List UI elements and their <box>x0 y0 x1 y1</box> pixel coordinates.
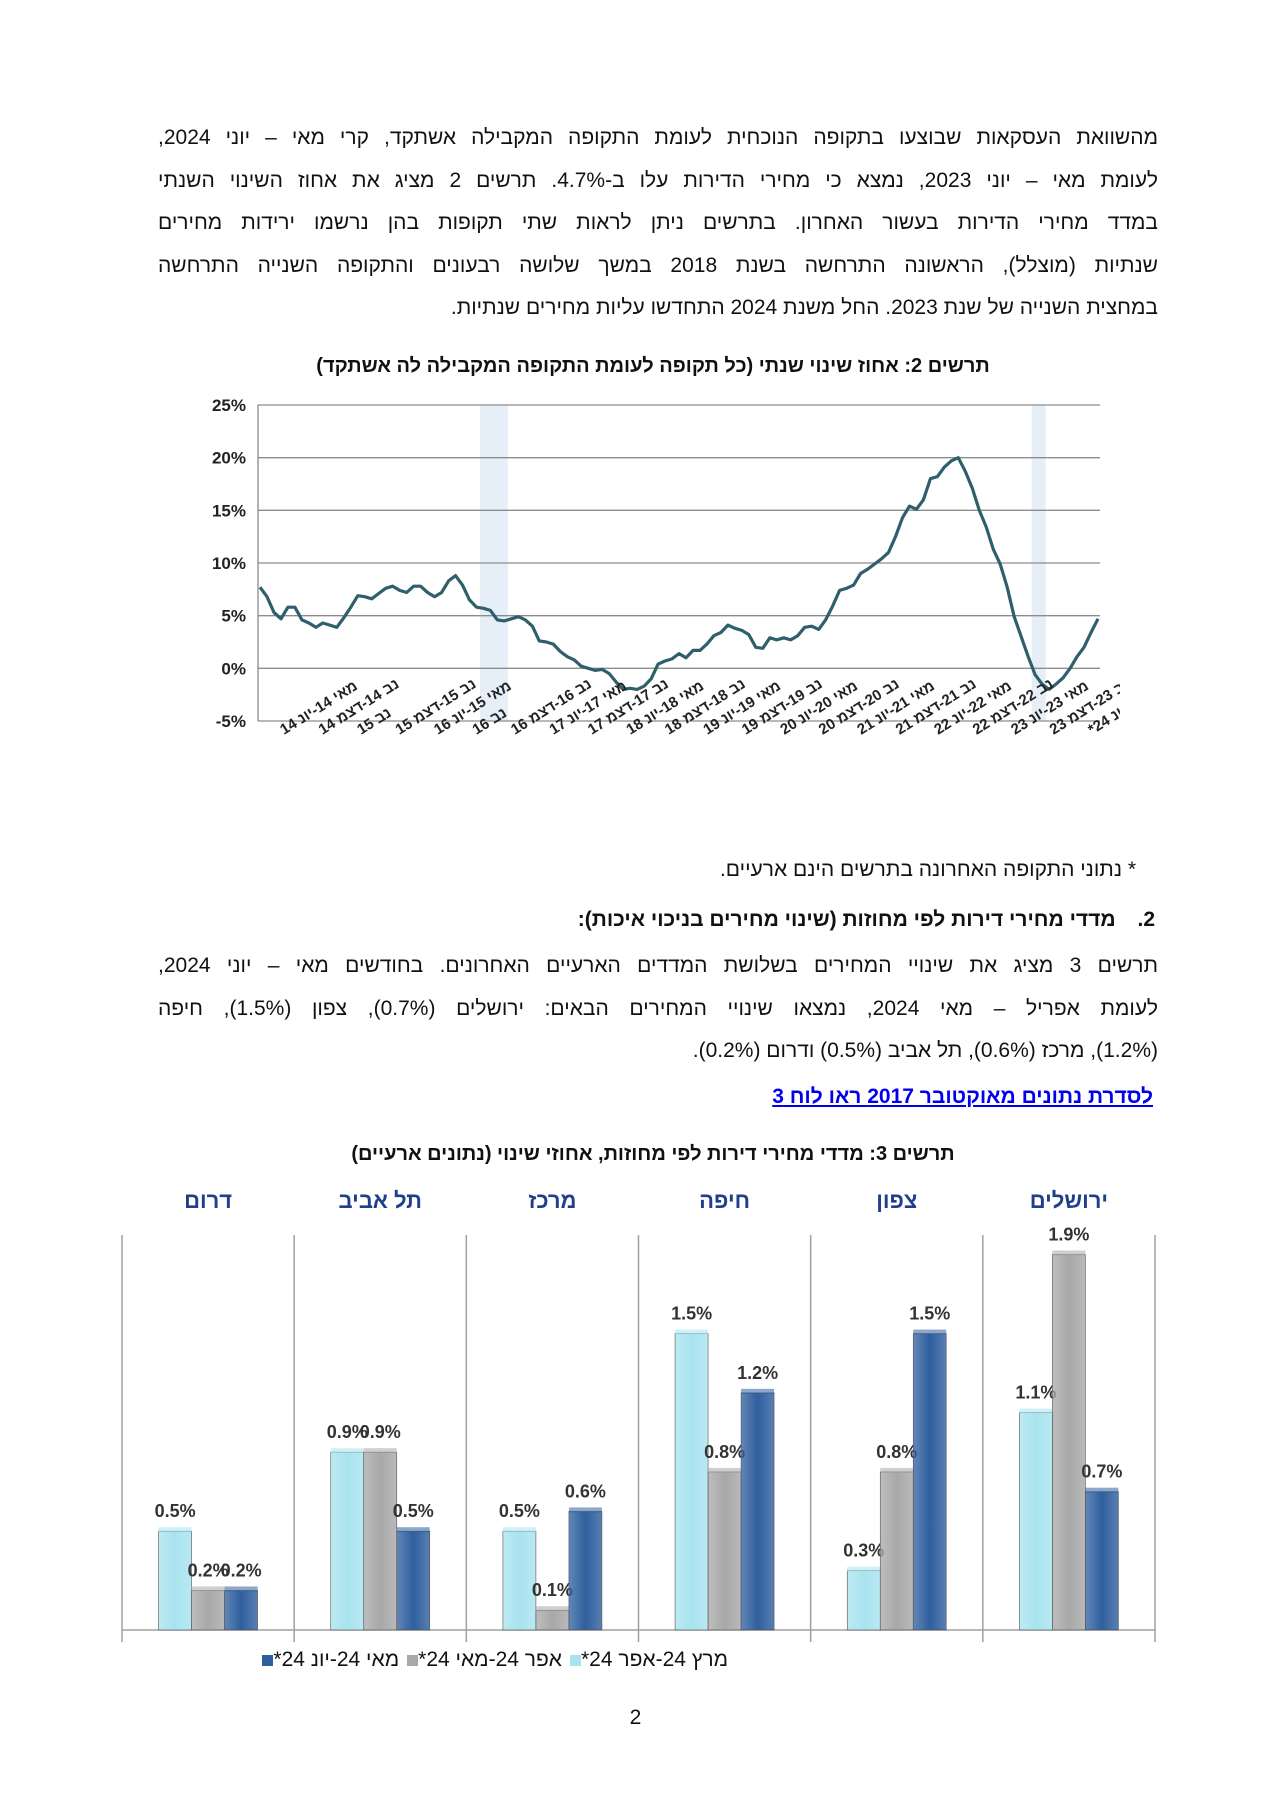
intro-line: מהשוואת העסקאות שבוצעו בתקופה הנוכחית לע… <box>158 126 1158 149</box>
bar-value-label: 0.7% <box>1081 1462 1122 1482</box>
district-bar <box>879 1471 914 1631</box>
bar-value-label: 0.2% <box>188 1560 229 1580</box>
chart2-title: תרשים 2: אחוז שינוי שנתי (כל תקופה לעומת… <box>316 355 990 377</box>
bar-value-label: 0.9% <box>360 1422 401 1442</box>
provisional-note: * נתוני התקופה האחרונה בתרשים הינם ארעיי… <box>719 858 1136 881</box>
section2-line: תרשים 3 מציג את שינויי המחירים בשלושת המ… <box>158 954 1159 977</box>
bar-top-bevel <box>708 1467 742 1473</box>
bar-value-label: 0.9% <box>327 1422 368 1442</box>
bar-value-label: 0.5% <box>393 1501 434 1521</box>
bar-top-bevel <box>1052 1250 1086 1256</box>
legend-item: מרץ 24-אפר 24* <box>566 1648 728 1672</box>
district-bar <box>535 1609 570 1631</box>
bar-top-bevel <box>1085 1487 1119 1493</box>
bar-value-label: 0.8% <box>704 1442 745 1462</box>
district-bar <box>396 1530 431 1631</box>
bar-value-label: 1.2% <box>737 1363 778 1383</box>
bar-top-bevel <box>158 1527 192 1533</box>
page-number: 2 <box>629 1706 642 1729</box>
bar-top-bevel <box>880 1467 914 1473</box>
bar-value-label: 0.1% <box>532 1580 573 1600</box>
bar-top-bevel <box>330 1448 364 1454</box>
bar-value-label: 1.9% <box>1048 1225 1089 1245</box>
section-heading: 2. מדדי מחירי דירות לפי מחוזות (שינוי מח… <box>578 908 1155 932</box>
legend-label: מרץ 24-אפר 24* <box>580 1648 728 1671</box>
bar-top-bevel <box>847 1566 881 1572</box>
bar-top-bevel <box>191 1586 225 1592</box>
bar-top-bevel <box>396 1527 430 1533</box>
district-bar-chart: ירושלים 1.1% 1.9% 0.7% צפון 0.3% 0.8% 1.5% חיפה 1… <box>121 1188 1156 1642</box>
district-bar <box>158 1530 192 1631</box>
bar-value-label: 1.1% <box>1015 1383 1056 1403</box>
bar-top-bevel <box>363 1448 397 1454</box>
bar-value-label: 0.5% <box>155 1501 196 1521</box>
y-tick-label: 0% <box>221 659 246 678</box>
intro-line: במחצית השנייה של שנת 2023. החל משנת 2024… <box>450 296 1158 319</box>
legend-swatch <box>569 1654 581 1666</box>
y-tick-label: 20% <box>212 449 246 468</box>
district-bar <box>191 1590 225 1631</box>
district-bar <box>1052 1254 1086 1631</box>
bar-top-bevel <box>741 1388 775 1394</box>
district-bar <box>568 1511 603 1631</box>
district-label: חיפה <box>699 1188 750 1213</box>
bar-value-label: 0.6% <box>565 1481 606 1501</box>
section2-paragraph: תרשים 3 מציג את שינויי המחירים בשלושת המ… <box>158 945 1158 1073</box>
bar-top-bevel <box>535 1606 569 1612</box>
legend-label: אפר 24-מאי 24* <box>418 1648 562 1671</box>
district-bar <box>502 1530 537 1631</box>
bar-value-label: 0.8% <box>876 1442 917 1462</box>
bar-top-bevel <box>1019 1408 1053 1414</box>
section2-line: (1.2%), מרכז (0.6%), תל אביב (0.5%) ודרו… <box>692 1039 1158 1062</box>
legend-label: מאי 24-יונ 24* <box>273 1648 400 1671</box>
legend-item: אפר 24-מאי 24* <box>403 1648 562 1672</box>
district-bar <box>1019 1412 1053 1631</box>
bar-top-bevel <box>675 1329 709 1335</box>
y-tick-label: 25% <box>212 396 246 415</box>
intro-paragraph: מהשוואת העסקאות שבוצעו בתקופה הנוכחית לע… <box>158 117 1158 330</box>
district-bar <box>330 1451 365 1631</box>
bar-top-bevel <box>502 1527 536 1533</box>
district-label: ירושלים <box>1030 1188 1108 1213</box>
bar-value-label: 1.5% <box>909 1304 950 1324</box>
district-label: צפון <box>876 1188 917 1213</box>
bar-value-label: 0.5% <box>499 1501 540 1521</box>
annual-change-series-line <box>258 456 1100 691</box>
bar-value-label: 1.5% <box>671 1304 712 1324</box>
chart3-title: תרשים 3: מדדי מחירי דירות לפי מחוזות, אח… <box>351 1143 955 1165</box>
district-bar <box>224 1590 258 1631</box>
district-bar <box>912 1333 947 1631</box>
y-tick-label: 10% <box>212 554 246 573</box>
district-bar <box>674 1333 709 1631</box>
chart3-legend: מרץ 24-אפר 24* אפר 24-מאי 24* מאי 24-יונ 2… <box>118 1645 728 1675</box>
section2-line: לעומת אפריל – מאי 2024, נמצאו שינויי המח… <box>158 996 1158 1020</box>
legend-swatch <box>407 1654 419 1666</box>
district-bar <box>740 1392 775 1631</box>
bar-top-bevel <box>568 1507 602 1513</box>
y-tick-label: 5% <box>221 607 246 626</box>
intro-line: לעומת מאי – יוני 2023, נמצא כי מחירי הדי… <box>158 168 1158 192</box>
legend-swatch <box>262 1654 274 1666</box>
bar-top-bevel <box>913 1329 947 1335</box>
district-bar <box>707 1471 742 1631</box>
section-title: מדדי מחירי דירות לפי מחוזות (שינוי מחירי… <box>577 908 1116 931</box>
district-label: תל אביב <box>339 1188 422 1213</box>
bar-value-label: 0.2% <box>221 1560 262 1580</box>
intro-line: שנתיות (מוצלל), הראשונה התרחשה בשנת 2018… <box>158 253 1158 277</box>
district-label: דרום <box>184 1188 232 1213</box>
y-tick-label: -5% <box>216 712 246 731</box>
district-bar <box>846 1570 881 1631</box>
table3-link[interactable]: לסדרת נתונים מאוקטובר 2017 ראו לוח 3 <box>772 1085 1153 1108</box>
district-label: מרכז <box>528 1188 576 1213</box>
y-tick-label: 15% <box>212 501 246 520</box>
bar-value-label: 0.3% <box>843 1541 884 1561</box>
bar-top-bevel <box>224 1586 258 1592</box>
district-bar <box>1085 1491 1119 1631</box>
intro-line: במדד מחירי הדירות בעשור האחרון. בתרשים נ… <box>158 211 1158 234</box>
legend-item: מאי 24-יונ 24* <box>258 1648 399 1672</box>
section-number: 2. <box>1137 908 1155 931</box>
district-bar <box>363 1451 398 1631</box>
